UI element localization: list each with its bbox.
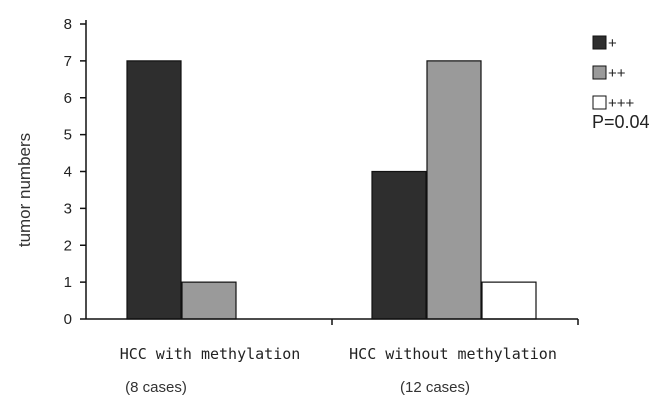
y-tick-label: 3 <box>64 200 72 217</box>
y-ticks: 0 1 2 3 4 5 6 7 8 <box>64 16 86 328</box>
bars <box>126 60 537 320</box>
category-sublabel: (12 cases) <box>400 379 470 396</box>
bar <box>371 170 427 320</box>
y-tick-label: 7 <box>64 53 72 70</box>
bar <box>426 60 482 320</box>
y-tick-label: 5 <box>64 127 72 144</box>
y-tick-label: 6 <box>64 90 72 107</box>
legend-label: ++ <box>608 65 626 82</box>
y-tick-label: 4 <box>64 164 72 181</box>
bar <box>181 281 237 320</box>
legend-swatch <box>592 35 607 50</box>
legend-label: +++ <box>608 95 635 112</box>
y-tick-label: 8 <box>64 16 72 33</box>
category-label: HCC without methylation <box>349 345 557 363</box>
category-sublabel: (8 cases) <box>125 379 187 396</box>
bar <box>126 60 182 320</box>
p-value-annotation: P=0.04 <box>592 112 650 132</box>
legend: ++++++ <box>592 35 635 112</box>
y-axis-label: tumor numbers <box>15 133 34 247</box>
y-tick-label: 0 <box>64 311 72 328</box>
legend-swatch <box>592 95 607 110</box>
y-tick-label: 2 <box>64 237 72 254</box>
bar <box>481 281 537 320</box>
legend-label: + <box>608 35 617 52</box>
y-tick-label: 1 <box>64 274 72 291</box>
category-label: HCC with methylation <box>120 345 301 363</box>
legend-swatch <box>592 65 607 80</box>
